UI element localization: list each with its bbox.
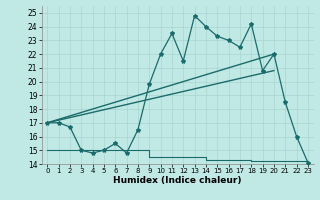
- X-axis label: Humidex (Indice chaleur): Humidex (Indice chaleur): [113, 176, 242, 185]
